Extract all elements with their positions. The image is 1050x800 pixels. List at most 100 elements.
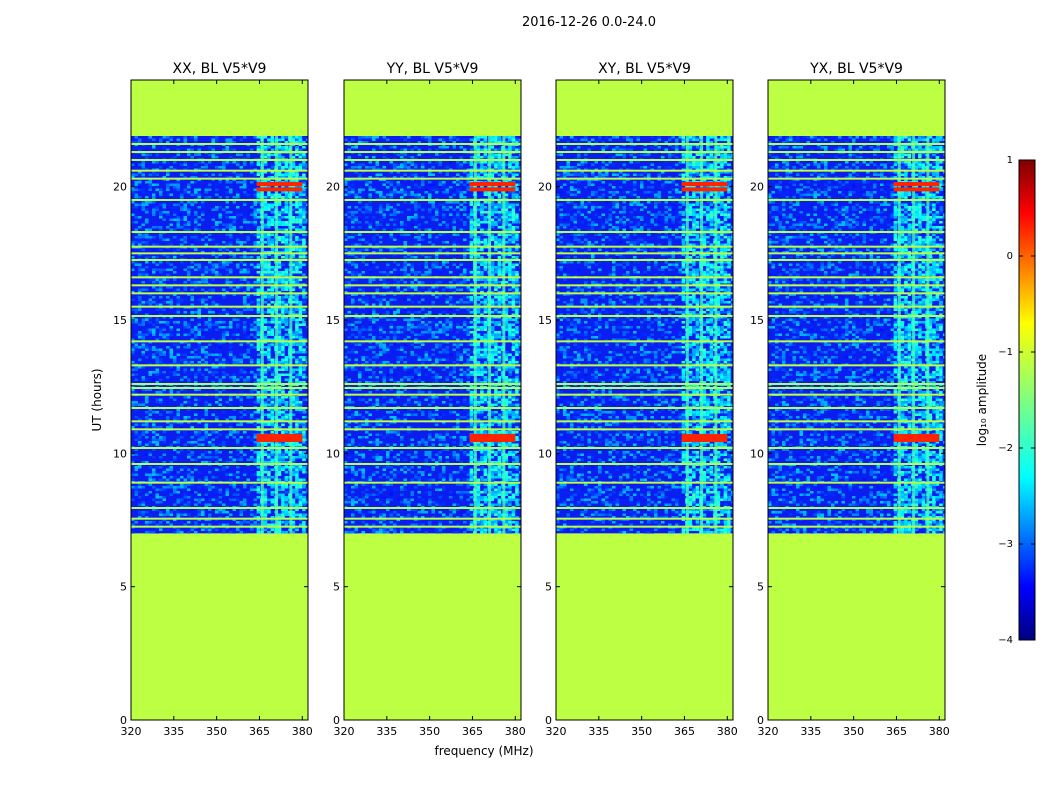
rfi-cell [281, 228, 285, 231]
noise-cell [176, 176, 180, 179]
noise-cell [152, 183, 156, 186]
noise-cell [152, 301, 156, 304]
rfi-cell [256, 471, 261, 474]
noise-cell [194, 413, 198, 416]
noise-cell [232, 423, 236, 426]
noise-cell [166, 486, 170, 489]
rfi-cell [256, 196, 261, 199]
noise-cell [162, 206, 166, 209]
noise-cell [169, 368, 173, 371]
noise-cell [225, 211, 229, 214]
noise-cell [141, 336, 145, 339]
noise-cell [162, 321, 166, 324]
rfi-cell [291, 161, 296, 164]
noise-cell [141, 188, 145, 191]
noise-cell [243, 448, 247, 451]
rfi-cell [284, 523, 289, 526]
noise-cell [285, 193, 289, 196]
noise-cell [229, 141, 233, 144]
rfi-cell [281, 301, 285, 304]
rfi-cell [295, 176, 299, 179]
noise-cell [292, 206, 296, 209]
noise-cell [250, 523, 254, 526]
noise-cell [204, 486, 208, 489]
noise-cell [201, 213, 205, 216]
noise-cell [229, 323, 233, 326]
rfi-cell [295, 203, 299, 206]
noise-cell [145, 273, 149, 276]
noise-cell [222, 146, 226, 149]
noise-cell [278, 148, 282, 151]
noise-cell [421, 161, 425, 164]
noise-cell [442, 141, 446, 144]
noise-cell [215, 448, 219, 451]
noise-cell [250, 163, 254, 166]
noise-cell [459, 166, 463, 169]
noise-cell [211, 303, 215, 306]
rfi-cell [284, 208, 289, 211]
noise-cell [159, 513, 163, 516]
noise-cell [134, 491, 138, 494]
noise-cell [141, 403, 145, 406]
noise-cell [302, 513, 306, 516]
noise-cell [211, 381, 215, 384]
noise-cell [187, 408, 191, 411]
noise-cell [148, 293, 152, 296]
noise-cell [159, 308, 163, 311]
noise-cell [246, 293, 250, 296]
noise-cell [138, 271, 142, 274]
noise-cell [306, 203, 308, 206]
rfi-cell [270, 251, 275, 254]
noise-cell [358, 173, 362, 176]
noise-cell [236, 358, 240, 361]
noise-cell [208, 453, 212, 456]
rfi-cell [295, 448, 299, 451]
noise-cell [299, 268, 303, 271]
noise-cell [155, 391, 159, 394]
rfi-cell [263, 281, 268, 284]
noise-cell [194, 311, 198, 314]
rfi-cell [295, 358, 299, 361]
rfi-cell [291, 413, 296, 416]
rfi-cell [263, 216, 268, 219]
noise-cell [180, 436, 184, 439]
noise-cell [169, 396, 173, 399]
noise-cell [204, 476, 208, 479]
noise-cell [250, 416, 254, 419]
noise-cell [190, 181, 194, 184]
noise-cell [229, 233, 233, 236]
noise-cell [239, 461, 243, 464]
noise-cell [246, 351, 250, 354]
noise-cell [194, 336, 198, 339]
noise-cell [232, 483, 236, 486]
noise-cell [215, 166, 219, 169]
noise-cell [141, 303, 145, 306]
noise-cell [438, 153, 442, 156]
rfi-cell [263, 368, 268, 371]
rfi-cell [291, 466, 296, 469]
noise-cell [138, 391, 142, 394]
noise-cell [145, 203, 149, 206]
noise-cell [421, 171, 425, 174]
noise-cell [166, 271, 170, 274]
rfi-cell [298, 211, 303, 214]
noise-cell [449, 138, 453, 141]
noise-cell [201, 281, 205, 284]
noise-cell [166, 426, 170, 429]
noise-cell [155, 261, 159, 264]
rfi-cell [256, 171, 261, 174]
noise-cell [183, 286, 187, 289]
noise-cell [187, 273, 191, 276]
rfi-cell [291, 301, 296, 304]
noise-cell [218, 273, 222, 276]
noise-cell [187, 201, 191, 204]
noise-cell [187, 471, 191, 474]
rfi-cell [277, 263, 282, 266]
noise-cell [138, 298, 142, 301]
noise-cell [278, 286, 282, 289]
noise-cell [162, 353, 166, 356]
rfi-cell [298, 451, 303, 454]
flagged-row [131, 305, 308, 308]
rfi-cell [295, 293, 299, 296]
rfi-cell [284, 248, 289, 251]
